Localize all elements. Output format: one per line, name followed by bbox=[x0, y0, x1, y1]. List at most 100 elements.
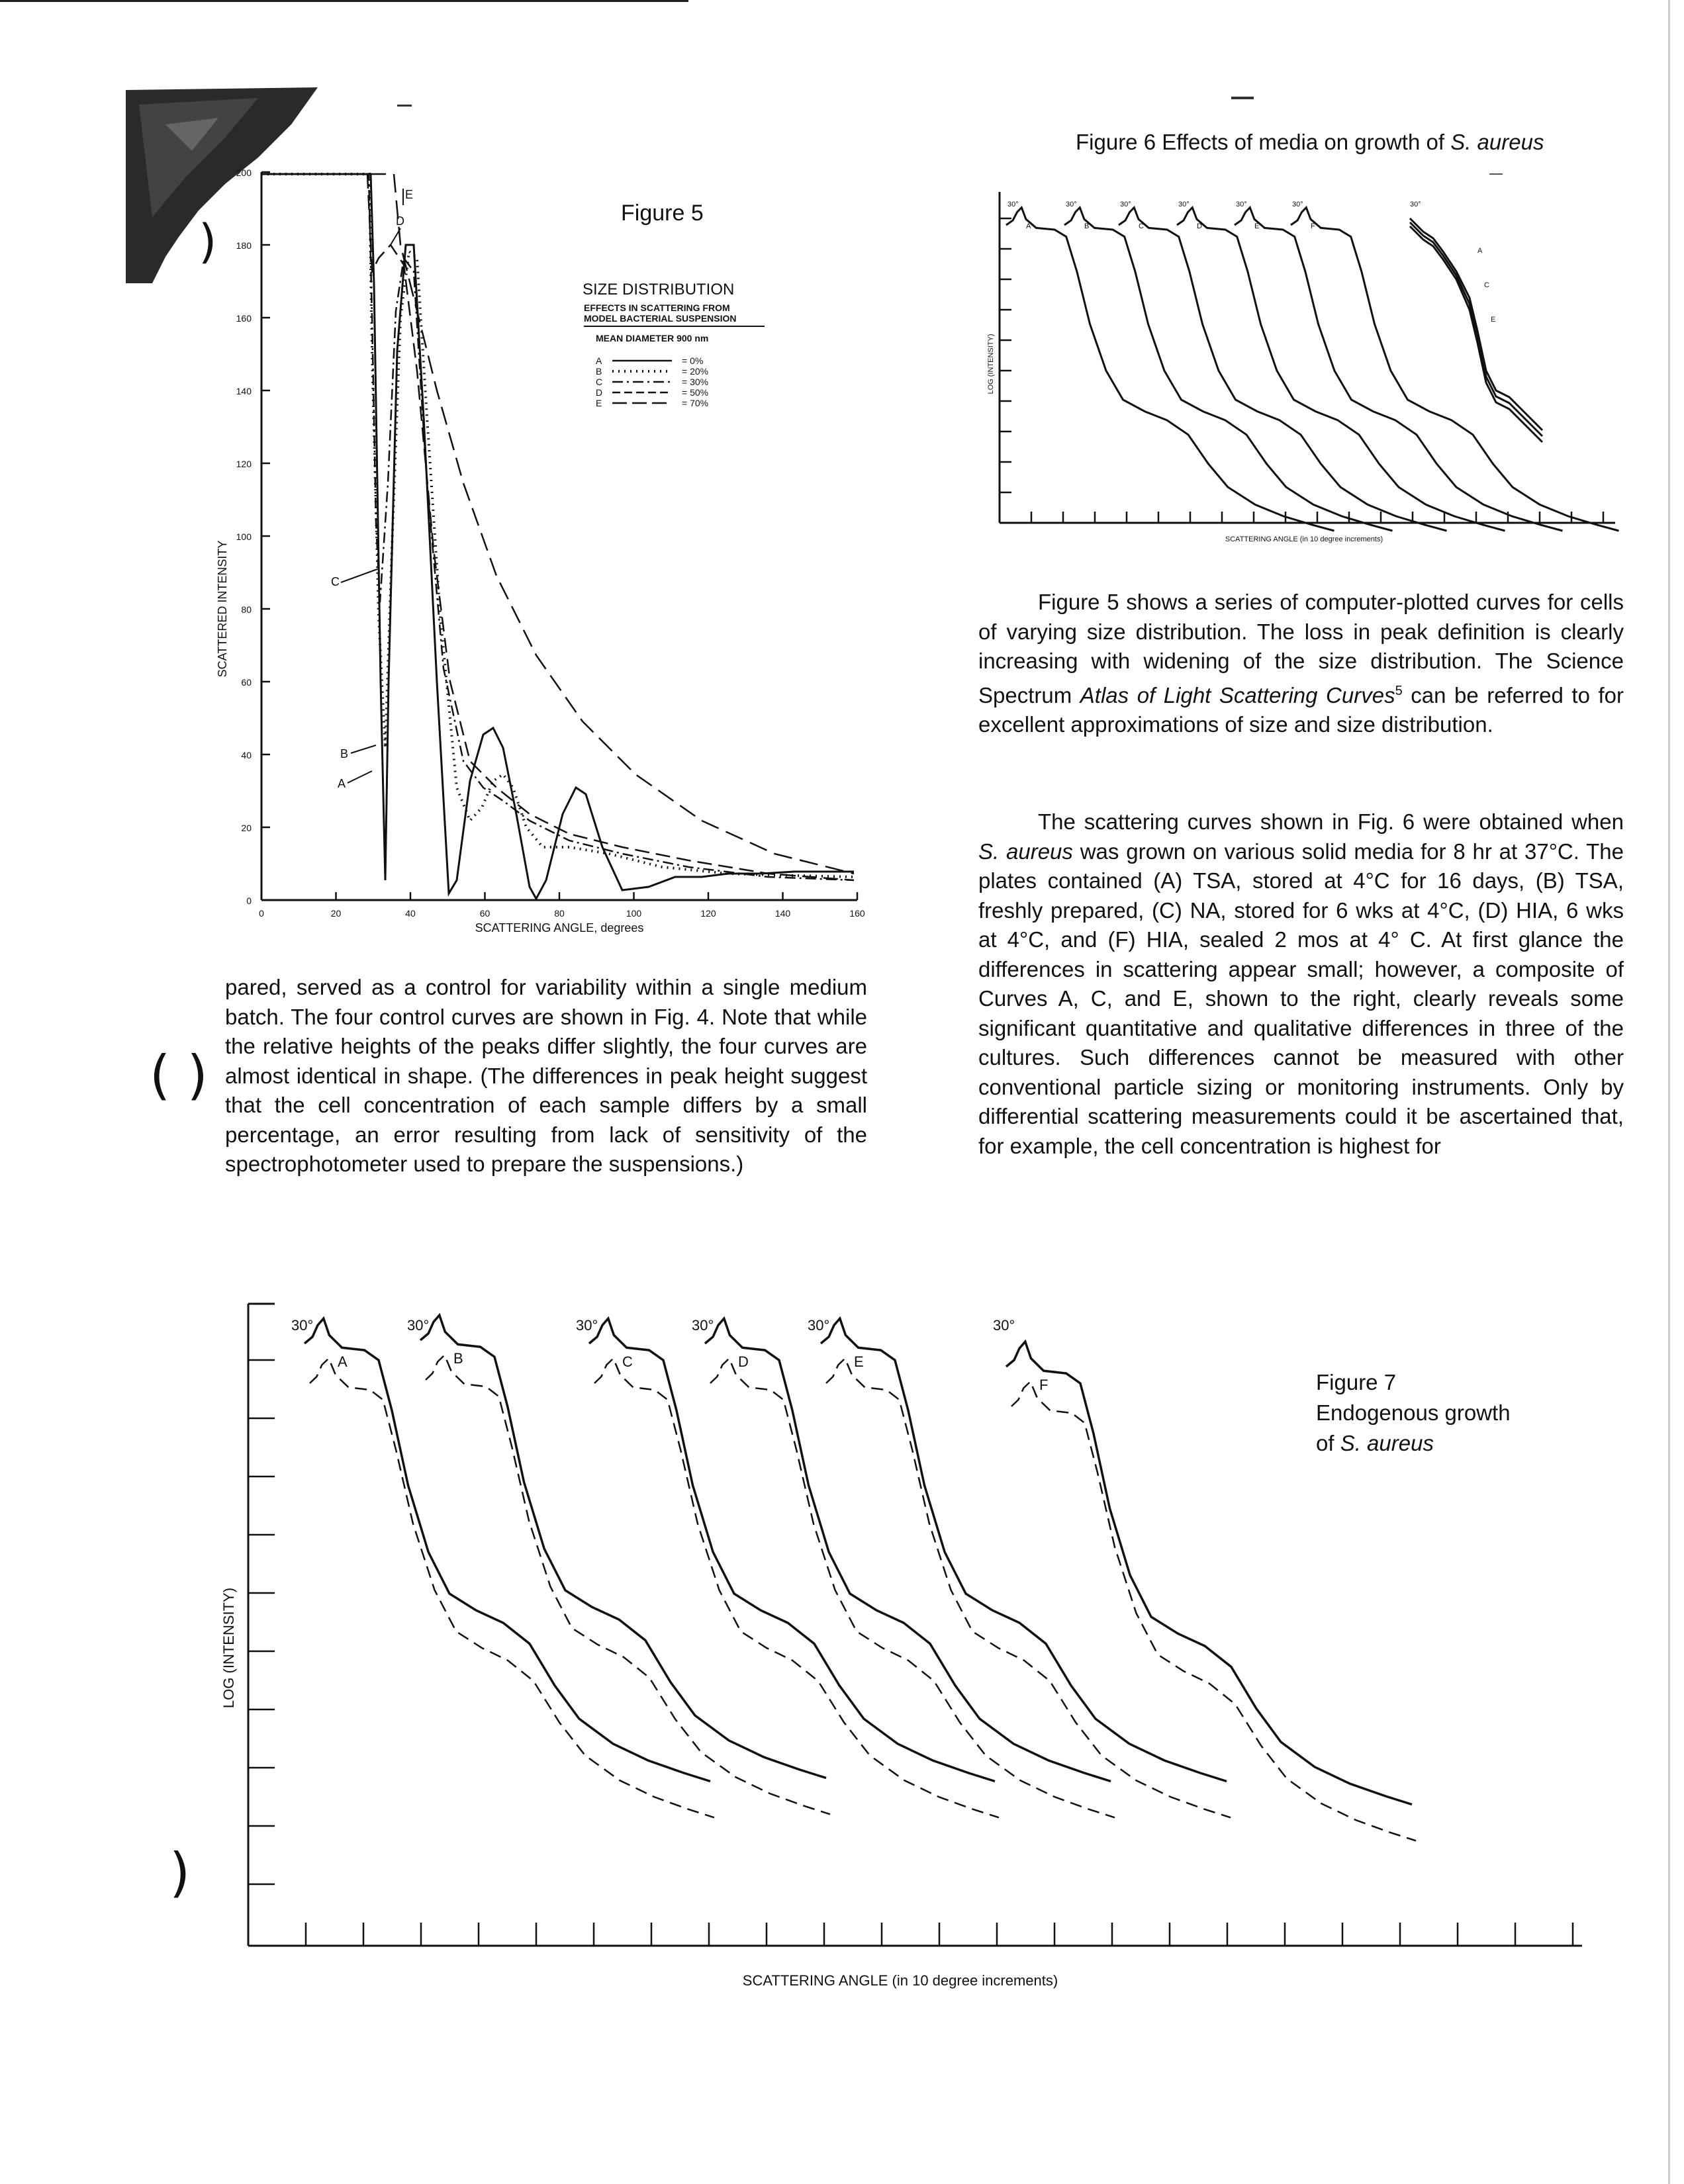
legend-value-c: = 30% bbox=[682, 377, 708, 387]
figure6-y-axis-label: LOG (INTENSITY) bbox=[987, 334, 995, 394]
figure7-curve bbox=[588, 1316, 996, 1783]
figure6-angle-label: 30° bbox=[1066, 201, 1077, 208]
legend-key-c: C bbox=[596, 377, 602, 387]
legend-key-b: B bbox=[596, 366, 602, 377]
figure5-y-tick-label: 40 bbox=[241, 750, 252, 760]
paragraph-right-2-italic: S. aureus bbox=[978, 839, 1073, 864]
figure5-y-tick-label: 0 bbox=[246, 895, 252, 906]
scan-mark bbox=[397, 105, 412, 107]
figure7-angle-label: 30° bbox=[576, 1317, 598, 1334]
figure7-caption-line-1: Figure 7 bbox=[1316, 1370, 1396, 1394]
figure5-legend: A = 0% B = 20% C = 30% D = 50% E = 70% bbox=[596, 355, 708, 408]
figure6-curve-label: B bbox=[1084, 222, 1089, 230]
right-edge-rule bbox=[1668, 0, 1670, 2184]
figure6-composite-curve bbox=[1409, 225, 1544, 443]
figure7-angle-label: 30° bbox=[407, 1317, 429, 1334]
figure7-curve bbox=[819, 1316, 1227, 1783]
figure7-dashed-curve bbox=[825, 1357, 1231, 1819]
figure7-curve-label: C bbox=[622, 1353, 633, 1370]
figure5-x-tick-label: 20 bbox=[331, 908, 342, 919]
figure6-caption: Figure 6 Effects of media on growth of S… bbox=[1076, 128, 1632, 157]
figure7-caption-line-3: of S. aureus bbox=[1316, 1431, 1434, 1455]
figure7-curve bbox=[419, 1312, 827, 1780]
figure5-curve-label-d: D bbox=[396, 214, 404, 228]
scan-artifact bbox=[126, 87, 318, 283]
figure5-y-tick-label: 20 bbox=[241, 823, 252, 833]
figure6-curve bbox=[1118, 205, 1447, 532]
figure5-y-tick-label: 120 bbox=[236, 459, 252, 469]
figure6-chart: LOG (INTENSITY) SCATTERING ANGLE (in 10 … bbox=[987, 192, 1619, 543]
figure5-desc-2: MODEL BACTERIAL SUSPENSION bbox=[584, 313, 737, 324]
figure5-curve-b bbox=[261, 173, 855, 878]
scan-mark bbox=[1231, 97, 1254, 99]
figure5-desc-3: MEAN DIAMETER 900 nm bbox=[596, 333, 708, 343]
figure7-curve-label: F bbox=[1039, 1377, 1048, 1393]
figure7-dashed-curve bbox=[1011, 1380, 1417, 1842]
figure5-y-tick-label: 80 bbox=[241, 604, 252, 615]
figure5-curve-label-c: C bbox=[331, 575, 340, 588]
figure7-angle-label: 30° bbox=[808, 1317, 829, 1334]
figure5-curve-a bbox=[261, 173, 854, 901]
figure6-angle-label: 30° bbox=[1178, 201, 1190, 208]
figure6-curve bbox=[1234, 205, 1563, 532]
figure5-curve-label-a: A bbox=[338, 777, 346, 790]
figure7-caption-species: S. aureus bbox=[1340, 1431, 1434, 1455]
figure7-dashed-curve bbox=[710, 1357, 1115, 1819]
figure5-curve-label-e: E bbox=[405, 188, 413, 201]
paragraph-right-1-text-b: can be referred to for excellent approxi… bbox=[978, 682, 1624, 737]
top-rule bbox=[0, 0, 688, 2]
figure7-curve-label: A bbox=[338, 1353, 348, 1370]
figure6-angle-label: 30° bbox=[1120, 201, 1131, 208]
figure5-y-tick-label: 160 bbox=[236, 313, 252, 324]
paragraph-right-2-text-a: The scattering curves shown in Fig. 6 we… bbox=[1038, 809, 1624, 834]
figure7-y-axis-label: LOG (INTENSITY) bbox=[220, 1588, 237, 1708]
figure7-curve bbox=[1005, 1339, 1413, 1806]
figure5-x-tick-label: 160 bbox=[849, 908, 865, 919]
figure5-x-tick-label: 40 bbox=[405, 908, 416, 919]
figure6-composite-label: E bbox=[1491, 316, 1495, 324]
figure7-caption-of: of bbox=[1316, 1431, 1340, 1455]
figure5-x-tick-label: 100 bbox=[626, 908, 642, 919]
figure6-curve-label: A bbox=[1026, 222, 1031, 230]
figure5-desc-1: EFFECTS IN SCATTERING FROM bbox=[584, 302, 730, 313]
figure6-curve-label: E bbox=[1254, 222, 1259, 230]
figure7-curve-label: B bbox=[453, 1350, 463, 1367]
paragraph-right-1-footnote: 5 bbox=[1395, 683, 1403, 698]
figure6-curve bbox=[1006, 205, 1334, 532]
figure5-curve-d bbox=[261, 173, 855, 882]
figure7-caption-line-2: Endogenous growth bbox=[1316, 1400, 1511, 1425]
figure6-curve-label: F bbox=[1311, 222, 1315, 230]
figure7-dashed-curve bbox=[425, 1353, 831, 1815]
figure5-curve-label-b: B bbox=[340, 747, 348, 760]
figure6-caption-species: S. aureus bbox=[1450, 130, 1544, 154]
margin-mark: ) bbox=[199, 214, 217, 269]
figure5-y-tick-label: 100 bbox=[236, 531, 252, 542]
figure6-curve-label: D bbox=[1197, 222, 1202, 230]
figure6-composite-label: C bbox=[1484, 281, 1489, 289]
margin-mark: ) bbox=[169, 1842, 191, 1903]
figure6-angle-label: 30° bbox=[1007, 201, 1019, 208]
figure7-curve bbox=[704, 1316, 1111, 1783]
figure5-y-tick-label: 140 bbox=[236, 386, 252, 396]
legend-value-a: = 0% bbox=[682, 355, 703, 366]
paragraph-left-1: pared, served as a control for variabili… bbox=[225, 975, 867, 1176]
paragraph-right-2: The scattering curves shown in Fig. 6 we… bbox=[978, 807, 1624, 1161]
scan-mark bbox=[1489, 173, 1503, 175]
figure6-curve bbox=[1064, 205, 1393, 532]
figure6-composite-curve bbox=[1409, 217, 1544, 432]
figure5-x-tick-label: 0 bbox=[259, 908, 264, 919]
figure5-x-tick-label: 120 bbox=[700, 908, 716, 919]
figure7-dashed-curve bbox=[309, 1357, 715, 1819]
figure5-curve-c bbox=[261, 173, 855, 882]
figure7-curve bbox=[303, 1316, 711, 1783]
figure5-y-axis-label: SCATTERED INTENSITY bbox=[216, 541, 229, 678]
figure6-x-axis-label: SCATTERING ANGLE (in 10 degree increment… bbox=[1225, 535, 1383, 543]
legend-key-e: E bbox=[596, 398, 602, 408]
figure6-curve-label: C bbox=[1139, 222, 1144, 230]
paragraph-right-1-italic: Atlas of Light Scattering Curves bbox=[1080, 682, 1395, 707]
figure7-dashed-curve bbox=[594, 1357, 1000, 1819]
figure5-x-tick-label: 140 bbox=[775, 908, 791, 919]
figure5-y-tick-label: 60 bbox=[241, 677, 252, 688]
figure5-y-tick-label: 200 bbox=[236, 167, 252, 178]
figure6-angle-label: 30° bbox=[1410, 201, 1421, 208]
